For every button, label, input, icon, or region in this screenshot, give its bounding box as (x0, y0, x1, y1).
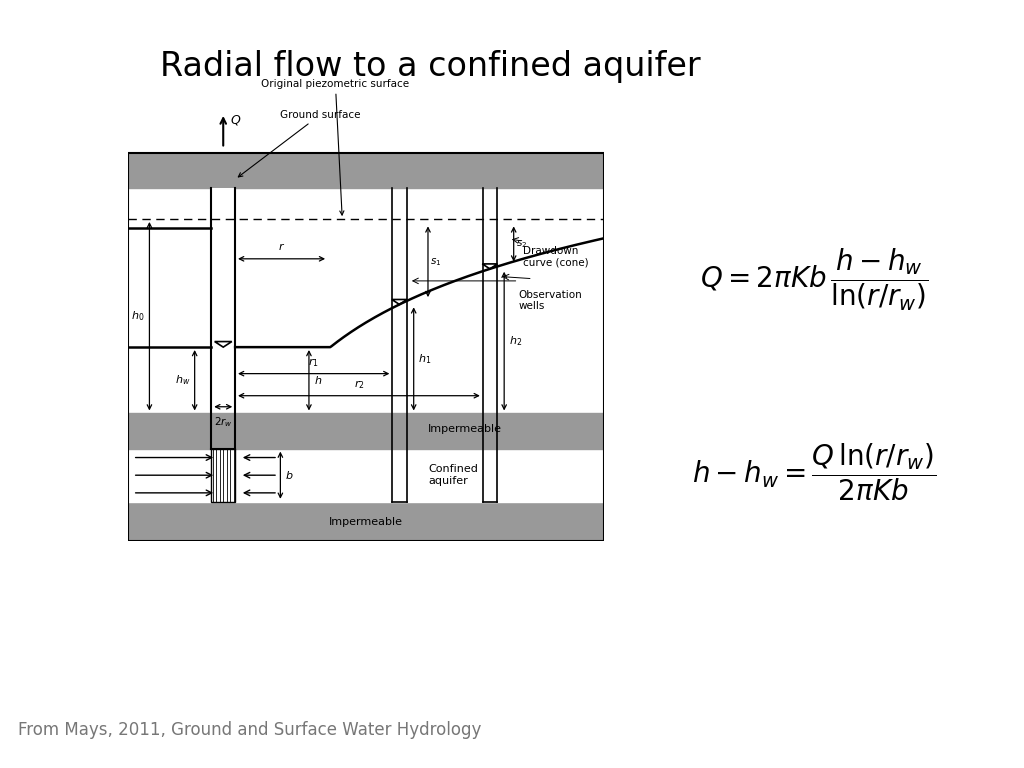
Bar (128, 413, 604, 449)
Text: Confined
aquifer: Confined aquifer (428, 465, 478, 486)
Bar (211, 449, 236, 502)
Bar (211, 188, 236, 347)
Bar (128, 449, 604, 502)
Bar (128, 153, 604, 541)
Bar (128, 153, 604, 188)
Text: Original piezometric surface: Original piezometric surface (261, 78, 410, 215)
Text: $Q = 2\pi Kb\,\dfrac{h - h_w}{\ln(r/r_w)}$: $Q = 2\pi Kb\,\dfrac{h - h_w}{\ln(r/r_w)… (699, 247, 929, 313)
Text: $r_1$: $r_1$ (308, 356, 319, 369)
Text: $h - h_w = \dfrac{Q\,\ln(r/r_w)}{2\pi Kb}$: $h - h_w = \dfrac{Q\,\ln(r/r_w)}{2\pi Kb… (692, 442, 936, 503)
Text: $b$: $b$ (285, 469, 294, 482)
Text: $s_2$: $s_2$ (516, 238, 527, 250)
Text: $h_2$: $h_2$ (509, 334, 522, 348)
Text: $h_0$: $h_0$ (131, 310, 144, 323)
Text: $h$: $h$ (313, 374, 322, 386)
Text: Radial flow to a confined aquifer: Radial flow to a confined aquifer (160, 50, 700, 83)
Text: $Q$: $Q$ (230, 113, 242, 127)
Text: $2r_w$: $2r_w$ (214, 415, 232, 429)
Text: $r_2$: $r_2$ (353, 379, 365, 392)
Text: Observation
wells: Observation wells (518, 290, 583, 311)
Text: $h_w$: $h_w$ (174, 373, 189, 387)
Text: $s_1$: $s_1$ (430, 256, 441, 268)
Text: $r$: $r$ (278, 241, 285, 252)
Text: Impermeable: Impermeable (329, 517, 403, 527)
Text: Impermeable: Impermeable (428, 424, 502, 434)
Text: Ground surface: Ground surface (239, 110, 360, 177)
Text: $h_1$: $h_1$ (419, 352, 432, 366)
Text: From Mays, 2011, Ground and Surface Water Hydrology: From Mays, 2011, Ground and Surface Wate… (18, 721, 482, 739)
Bar (128, 502, 604, 541)
Text: Drawdown
curve (cone): Drawdown curve (cone) (523, 246, 589, 267)
